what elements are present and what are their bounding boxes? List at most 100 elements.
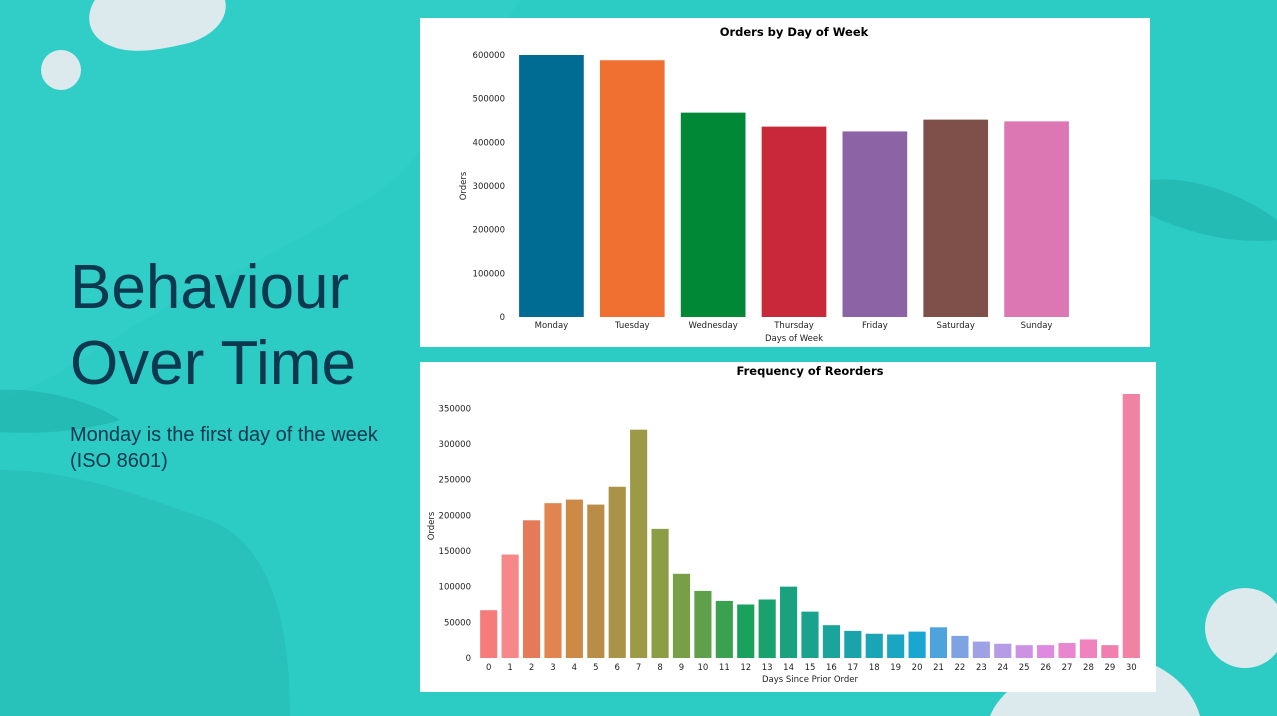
reorder-frequency-chart: Frequency of Reorders 0 50000 100000 150000 2… <box>427 364 1140 685</box>
reorders-chart-bar <box>822 625 840 658</box>
reorders-chart-x-tick-label: 2 <box>529 663 534 673</box>
reorders-chart-x-tick-label: 14 <box>783 663 794 673</box>
orders-chart-x-tick-label: Wednesday <box>689 321 738 331</box>
reorders-chart-bar <box>780 586 798 658</box>
reorders-chart-x-tick-label: 15 <box>805 663 816 673</box>
orders-chart-y-tick-label: 0 <box>500 313 505 323</box>
orders-chart-bar <box>680 112 746 317</box>
reorders-chart-x-tick-label: 8 <box>657 663 662 673</box>
orders-by-day-chart-card: Orders by Day of Week 0 100000 200000 300000… <box>420 18 1150 347</box>
reorders-chart-bar <box>1058 643 1076 658</box>
orders-chart-y-tick-label: 100000 <box>473 269 505 279</box>
orders-chart-bar <box>761 126 827 317</box>
orders-chart-x-tick-label: Friday <box>862 321 888 331</box>
orders-chart-y-tick-label: 500000 <box>473 95 505 105</box>
orders-chart-bar <box>1004 121 1069 317</box>
reorders-chart-x-tick-label: 0 <box>486 663 491 673</box>
orders-chart-x-tick-label: Saturday <box>937 321 975 331</box>
reorders-chart-x-tick-label: 4 <box>572 663 577 673</box>
orders-chart-y-tick-label: 200000 <box>473 226 505 236</box>
reorders-chart-x-tick-label: 1 <box>507 663 512 673</box>
orders-chart-title: Orders by Day of Week <box>720 25 869 39</box>
reorders-chart-x-tick-label: 3 <box>550 663 555 673</box>
reorders-chart-x-tick-label: 17 <box>847 663 858 673</box>
reorders-chart-bar <box>844 630 862 658</box>
orders-by-day-chart: Orders by Day of Week 0 100000 200000 300000… <box>459 25 1069 344</box>
reorders-chart-bar <box>1101 645 1119 658</box>
orders-chart-y-axis-label: Orders <box>459 171 469 200</box>
reorders-chart-bar <box>929 627 948 658</box>
reorders-chart-bar <box>908 631 926 658</box>
reorders-chart-bar <box>565 499 583 658</box>
orders-chart-y-tick-label: 400000 <box>473 138 505 148</box>
reorders-chart-bar <box>480 610 498 658</box>
reorders-chart-x-tick-label: 13 <box>762 663 773 673</box>
reorders-chart-bar <box>672 573 691 658</box>
reorders-chart-y-tick-label: 200000 <box>439 511 471 521</box>
orders-chart-bar <box>599 60 665 318</box>
reorders-chart-x-tick-label: 30 <box>1126 663 1137 673</box>
reorders-chart-x-tick-label: 22 <box>955 663 966 673</box>
orders-chart-y-tick-label: 600000 <box>473 51 505 61</box>
reorders-chart-bar <box>865 633 883 658</box>
reorders-chart-y-tick-label: 250000 <box>439 476 471 486</box>
reorders-chart-x-tick-label: 28 <box>1083 663 1094 673</box>
orders-chart-x-axis-label: Days of Week <box>765 334 823 344</box>
reorders-chart-bar <box>1122 394 1140 658</box>
reorders-chart-y-axis-label: Orders <box>427 511 437 540</box>
reorders-chart-bar <box>1079 639 1098 658</box>
reorders-chart-y-tick-label: 350000 <box>439 404 471 414</box>
reorders-chart-x-tick-label: 9 <box>679 663 684 673</box>
reorders-chart-bar <box>1015 645 1033 658</box>
orders-chart-bar <box>923 119 989 317</box>
orders-chart-x-tick-label: Tuesday <box>614 321 650 331</box>
reorders-chart-bar <box>522 520 541 658</box>
reorders-chart-bar <box>758 599 776 658</box>
reorders-chart-y-tick-label: 300000 <box>439 440 471 450</box>
reorders-chart-bar <box>801 611 819 658</box>
reorders-chart-x-tick-label: 20 <box>912 663 923 673</box>
reorders-chart-bar <box>501 554 519 658</box>
orders-chart-y-tick-label: 300000 <box>473 182 505 192</box>
reorders-chart-x-tick-label: 18 <box>869 663 880 673</box>
reorders-chart-bar <box>737 604 755 658</box>
slide-title: Behaviour Over Time <box>70 250 410 402</box>
reorders-chart-y-tick-label: 100000 <box>439 583 471 593</box>
reorders-chart-x-tick-label: 16 <box>826 663 837 673</box>
reorders-chart-bar <box>972 641 990 658</box>
reorders-chart-x-tick-label: 19 <box>890 663 901 673</box>
reorders-chart-bar <box>715 600 733 658</box>
reorders-chart-x-tick-label: 25 <box>1019 663 1030 673</box>
reorders-chart-title: Frequency of Reorders <box>737 364 884 378</box>
slide-title-line1: Behaviour <box>70 253 350 322</box>
reorders-chart-x-tick-label: 29 <box>1104 663 1115 673</box>
reorders-chart-x-tick-label: 27 <box>1062 663 1073 673</box>
reorders-chart-bar <box>544 503 562 658</box>
reorders-chart-bar <box>587 504 605 658</box>
reorders-chart-x-axis-label: Days Since Prior Order <box>762 675 859 685</box>
orders-chart-x-tick-label: Thursday <box>773 321 814 331</box>
orders-chart-x-tick-label: Sunday <box>1021 321 1053 331</box>
reorders-chart-bar <box>630 429 648 658</box>
reorders-chart-x-tick-label: 11 <box>719 663 730 673</box>
reorders-chart-bar <box>694 590 712 658</box>
reorders-chart-y-tick-label: 50000 <box>444 618 471 628</box>
reorders-chart-x-tick-label: 24 <box>997 663 1008 673</box>
reorders-chart-bar <box>608 486 626 658</box>
reorders-chart-y-tick-label: 150000 <box>439 547 471 557</box>
reorders-chart-bar <box>994 643 1012 658</box>
slide-title-line2: Over Time <box>70 329 356 398</box>
reorders-chart-bar <box>951 635 969 658</box>
reorders-chart-x-tick-label: 10 <box>697 663 708 673</box>
reorders-chart-x-tick-label: 7 <box>636 663 641 673</box>
reorders-chart-y-tick-label: 0 <box>466 654 471 664</box>
reorders-chart-bar <box>651 528 669 658</box>
reorder-frequency-chart-card: Frequency of Reorders 0 50000 100000 150000 2… <box>420 362 1156 692</box>
reorders-chart-x-tick-label: 6 <box>615 663 620 673</box>
reorders-chart-x-tick-label: 5 <box>593 663 598 673</box>
orders-chart-x-tick-label: Monday <box>535 321 569 331</box>
reorders-chart-x-tick-label: 21 <box>933 663 944 673</box>
slide-subtitle: Monday is the first day of the week (ISO… <box>70 424 378 472</box>
orders-chart-bar <box>842 131 908 317</box>
reorders-chart-x-tick-label: 23 <box>976 663 987 673</box>
